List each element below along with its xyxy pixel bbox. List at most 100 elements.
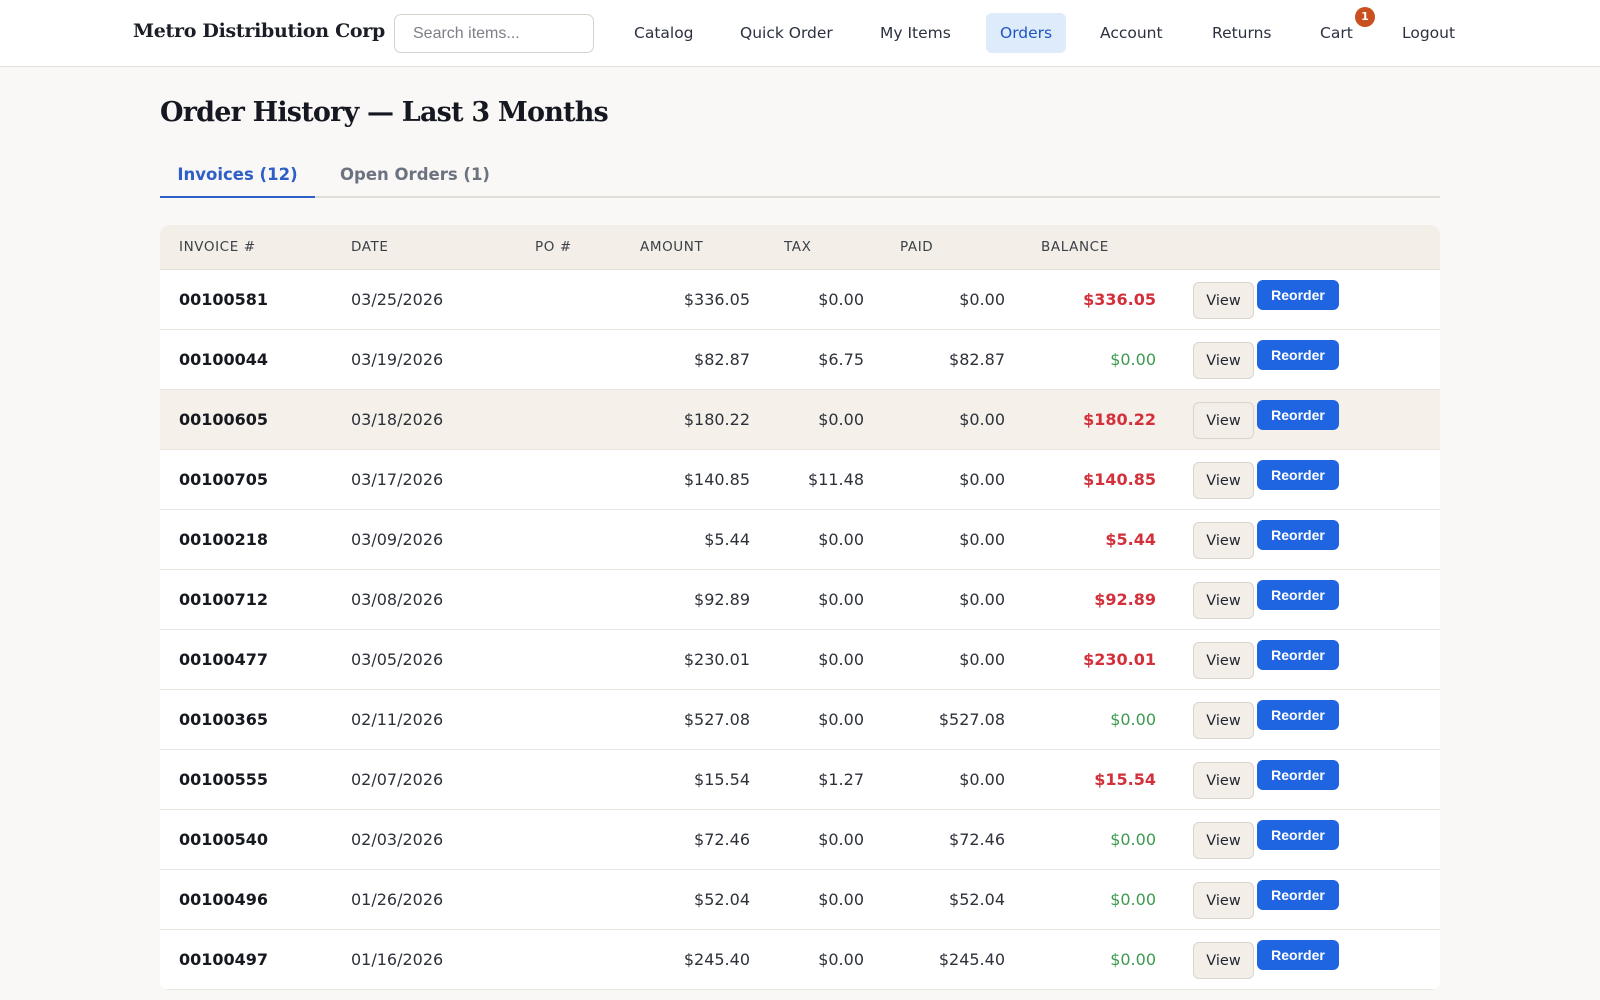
table-row[interactable]: 00100605 03/18/2026 $180.22 $0.00 $0.00 …	[160, 390, 1440, 450]
reorder-button[interactable]: Reorder	[1257, 940, 1339, 970]
invoice-table: INVOICE # DATE PO # AMOUNT TAX PAID BALA…	[160, 225, 1440, 990]
view-button[interactable]: View	[1193, 822, 1254, 859]
invoice-amount: $52.04	[694, 890, 750, 909]
tab-open-orders[interactable]: Open Orders (1)	[340, 165, 490, 184]
invoice-tax: $0.00	[818, 530, 864, 549]
reorder-button[interactable]: Reorder	[1257, 820, 1339, 850]
nav-account[interactable]: Account	[1100, 24, 1163, 42]
invoice-number[interactable]: 00100477	[179, 650, 269, 669]
invoice-number[interactable]: 00100540	[179, 830, 269, 849]
view-button[interactable]: View	[1193, 762, 1254, 799]
nav-logout[interactable]: Logout	[1402, 24, 1456, 42]
invoice-number[interactable]: 00100555	[179, 770, 269, 789]
reorder-button[interactable]: Reorder	[1257, 700, 1339, 730]
view-button[interactable]: View	[1193, 462, 1254, 499]
invoice-number[interactable]: 00100605	[179, 410, 269, 429]
invoice-date: 03/05/2026	[351, 650, 444, 669]
view-button[interactable]: View	[1193, 702, 1254, 739]
reorder-button[interactable]: Reorder	[1257, 400, 1339, 430]
invoice-amount: $527.08	[683, 710, 750, 729]
view-button[interactable]: View	[1193, 942, 1254, 979]
invoice-paid: $245.40	[938, 950, 1005, 969]
reorder-button[interactable]: Reorder	[1257, 520, 1339, 550]
table-row[interactable]: 00100496 01/26/2026 $52.04 $0.00 $52.04 …	[160, 870, 1440, 930]
table-row[interactable]: 00100477 03/05/2026 $230.01 $0.00 $0.00 …	[160, 630, 1440, 690]
table-row[interactable]: 00100540 02/03/2026 $72.46 $0.00 $72.46 …	[160, 810, 1440, 870]
nav-catalog[interactable]: Catalog	[634, 24, 694, 42]
nav-my-items[interactable]: My Items	[880, 24, 951, 42]
table-row[interactable]: 00100365 02/11/2026 $527.08 $0.00 $527.0…	[160, 690, 1440, 750]
nav-cart[interactable]: Cart	[1320, 24, 1353, 42]
view-button[interactable]: View	[1193, 642, 1254, 679]
reorder-button[interactable]: Reorder	[1257, 460, 1339, 490]
invoice-amount: $336.05	[683, 290, 750, 309]
invoice-amount: $180.22	[683, 410, 750, 429]
table-row[interactable]: 00100581 03/25/2026 $336.05 $0.00 $0.00 …	[160, 270, 1440, 330]
brand-logo-text[interactable]: Metro Distribution Corp	[133, 20, 385, 42]
reorder-button[interactable]: Reorder	[1257, 760, 1339, 790]
reorder-button[interactable]: Reorder	[1257, 640, 1339, 670]
table-row[interactable]: 00100497 01/16/2026 $245.40 $0.00 $245.4…	[160, 930, 1440, 990]
nav-returns[interactable]: Returns	[1212, 24, 1272, 42]
col-header-po: PO #	[535, 239, 572, 255]
invoice-date: 03/08/2026	[351, 590, 444, 609]
invoice-number[interactable]: 00100497	[179, 950, 269, 969]
nav-orders[interactable]: Orders	[986, 13, 1067, 53]
invoice-paid: $0.00	[959, 410, 1005, 429]
invoice-paid: $0.00	[959, 770, 1005, 789]
table-row[interactable]: 00100555 02/07/2026 $15.54 $1.27 $0.00 $…	[160, 750, 1440, 810]
view-button[interactable]: View	[1193, 882, 1254, 919]
invoice-date: 01/26/2026	[351, 890, 444, 909]
invoice-tax: $0.00	[818, 650, 864, 669]
view-button[interactable]: View	[1193, 402, 1254, 439]
view-button[interactable]: View	[1193, 582, 1254, 619]
invoice-date: 02/03/2026	[351, 830, 444, 849]
invoice-number[interactable]: 00100705	[179, 470, 269, 489]
table-row[interactable]: 00100218 03/09/2026 $5.44 $0.00 $0.00 $5…	[160, 510, 1440, 570]
invoice-tax: $0.00	[818, 590, 864, 609]
invoice-date: 03/17/2026	[351, 470, 444, 489]
invoice-balance: $5.44	[1105, 530, 1156, 549]
nav-quick-order[interactable]: Quick Order	[740, 24, 833, 42]
invoice-tax: $0.00	[818, 290, 864, 309]
invoice-paid: $52.04	[949, 890, 1005, 909]
table-row[interactable]: 00100705 03/17/2026 $140.85 $11.48 $0.00…	[160, 450, 1440, 510]
invoice-tax: $6.75	[818, 350, 864, 369]
search-input[interactable]	[394, 14, 594, 53]
invoice-amount: $230.01	[683, 650, 750, 669]
invoice-tax: $0.00	[818, 410, 864, 429]
view-button[interactable]: View	[1193, 342, 1254, 379]
invoice-paid: $0.00	[959, 530, 1005, 549]
invoice-number[interactable]: 00100044	[179, 350, 269, 369]
invoice-paid: $72.46	[949, 830, 1005, 849]
invoice-balance: $336.05	[1083, 290, 1156, 309]
invoice-number[interactable]: 00100712	[179, 590, 269, 609]
invoice-number[interactable]: 00100218	[179, 530, 269, 549]
reorder-button[interactable]: Reorder	[1257, 340, 1339, 370]
invoice-paid: $527.08	[938, 710, 1005, 729]
col-header-amount: AMOUNT	[640, 239, 704, 255]
view-button[interactable]: View	[1193, 522, 1254, 559]
invoice-number[interactable]: 00100365	[179, 710, 269, 729]
invoice-amount: $245.40	[683, 950, 750, 969]
invoice-balance: $180.22	[1083, 410, 1156, 429]
reorder-button[interactable]: Reorder	[1257, 880, 1339, 910]
reorder-button[interactable]: Reorder	[1257, 280, 1339, 310]
table-body: 00100581 03/25/2026 $336.05 $0.00 $0.00 …	[160, 270, 1440, 990]
invoice-paid: $82.87	[949, 350, 1005, 369]
tab-invoices[interactable]: Invoices (12)	[160, 158, 315, 198]
order-tabs: Invoices (12) Open Orders (1)	[160, 158, 1440, 198]
col-header-date: DATE	[351, 239, 389, 255]
invoice-balance: $0.00	[1110, 890, 1156, 909]
invoice-number[interactable]: 00100581	[179, 290, 269, 309]
invoice-amount: $72.46	[694, 830, 750, 849]
invoice-tax: $0.00	[818, 710, 864, 729]
invoice-amount: $82.87	[694, 350, 750, 369]
table-row[interactable]: 00100712 03/08/2026 $92.89 $0.00 $0.00 $…	[160, 570, 1440, 630]
table-row[interactable]: 00100044 03/19/2026 $82.87 $6.75 $82.87 …	[160, 330, 1440, 390]
view-button[interactable]: View	[1193, 282, 1254, 319]
invoice-paid: $0.00	[959, 650, 1005, 669]
col-header-tax: TAX	[784, 239, 812, 255]
reorder-button[interactable]: Reorder	[1257, 580, 1339, 610]
invoice-number[interactable]: 00100496	[179, 890, 269, 909]
